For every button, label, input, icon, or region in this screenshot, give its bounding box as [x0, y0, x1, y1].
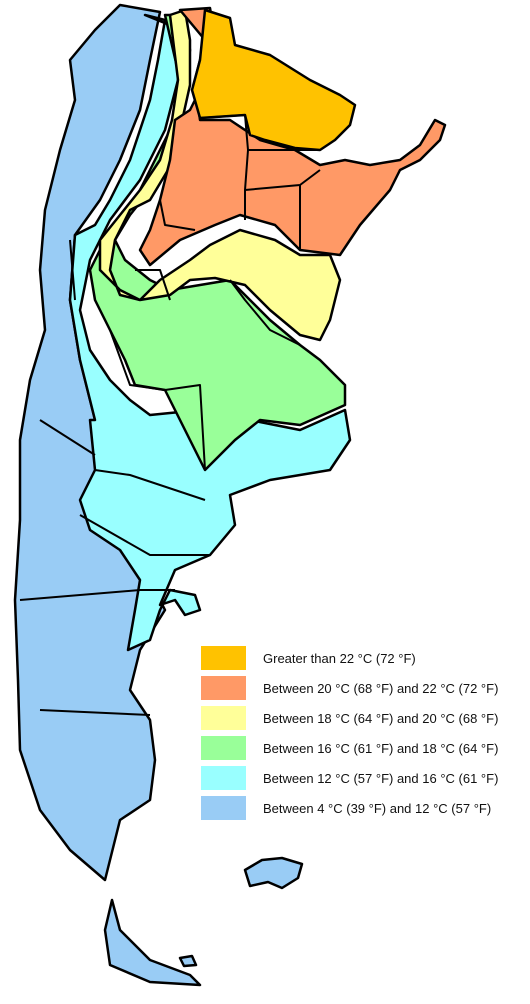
border-line — [79, 514, 210, 556]
legend-item: Between 18 °C (64 °F) and 20 °C (68 °F) — [201, 706, 523, 730]
border-line — [244, 149, 321, 191]
legend-item: Between 12 °C (57 °F) and 16 °C (61 °F) — [201, 766, 523, 790]
border-line — [109, 329, 166, 391]
legend: Greater than 22 °C (72 °F) Between 20 °C … — [201, 646, 523, 826]
zone-20-22 — [138, 6, 447, 267]
legend-label: Between 12 °C (57 °F) and 16 °C (61 °F) — [263, 770, 499, 786]
legend-label: Between 20 °C (68 °F) and 22 °C (72 °F) — [263, 680, 499, 696]
border-line — [94, 469, 206, 501]
zone-12-16 — [68, 13, 352, 652]
border-line — [69, 239, 76, 301]
legend-label: Between 4 °C (39 °F) and 12 °C (57 °F) — [263, 800, 492, 816]
legend-label: Between 18 °C (64 °F) and 20 °C (68 °F) — [263, 710, 499, 726]
legend-label: Greater than 22 °C (72 °F) — [263, 650, 416, 666]
border-line — [159, 199, 196, 231]
legend-swatch — [201, 706, 246, 730]
legend-item: Between 20 °C (68 °F) and 22 °C (72 °F) — [201, 676, 523, 700]
border-line — [19, 589, 175, 601]
legend-swatch — [201, 646, 246, 670]
legend-item: Between 16 °C (61 °F) and 18 °C (64 °F) — [201, 736, 523, 760]
border-line — [39, 709, 151, 716]
legend-swatch — [201, 796, 246, 820]
zone-4-12-tierra-del-fuego — [103, 898, 202, 987]
zone-4-12-islands — [243, 856, 304, 890]
zone-4-12-island-small — [178, 954, 198, 968]
legend-swatch — [201, 766, 246, 790]
legend-swatch — [201, 676, 246, 700]
legend-item: Between 4 °C (39 °F) and 12 °C (57 °F) — [201, 796, 523, 820]
border-line — [229, 279, 301, 346]
border-line — [199, 114, 320, 151]
border-line — [39, 419, 96, 456]
legend-label: Between 16 °C (61 °F) and 18 °C (64 °F) — [263, 740, 499, 756]
zone-18-20 — [98, 8, 342, 342]
legend-swatch — [201, 736, 246, 760]
legend-item: Greater than 22 °C (72 °F) — [201, 646, 523, 670]
border-line — [135, 269, 171, 301]
border-line — [164, 384, 206, 471]
